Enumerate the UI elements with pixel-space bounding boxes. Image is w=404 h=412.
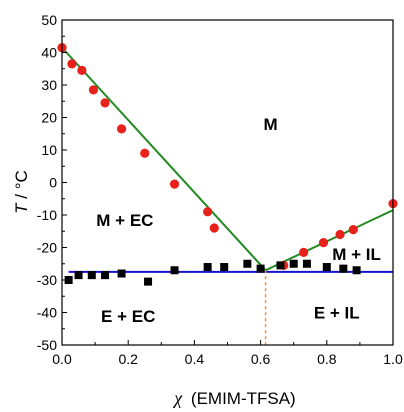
data-point-circle <box>318 238 329 248</box>
data-point-square <box>101 271 110 280</box>
data-point-circle <box>299 247 309 257</box>
x-axis-title: χ (EMIM-TFSA) <box>172 388 295 408</box>
data-point-square <box>170 266 179 275</box>
y-axis-symbol: T <box>12 202 31 214</box>
region-label: M + EC <box>96 211 153 230</box>
y-tick-label: 50 <box>41 12 57 28</box>
y-tick-label: -10 <box>37 207 57 223</box>
region-label: M + IL <box>332 245 381 264</box>
data-point-circle <box>348 225 358 235</box>
x-axis-symbol: χ <box>172 388 183 408</box>
data-point-circle <box>77 65 87 75</box>
data-points <box>57 43 398 286</box>
x-axis-ticks: 0.0 0.2 0.4 0.6 0.8 1.0 <box>52 340 403 367</box>
data-point-circle <box>116 124 127 134</box>
boundary-line-2 <box>265 209 394 272</box>
y-axis-title: T / °C <box>12 170 31 214</box>
phase-boundary-lines <box>61 46 394 345</box>
data-point-square <box>339 264 348 273</box>
x-tick-label: 0.6 <box>251 351 271 367</box>
data-point-square <box>64 276 73 284</box>
x-tick-label: 0.0 <box>52 351 72 367</box>
y-tick-label: -50 <box>37 337 57 353</box>
data-point-square <box>243 259 252 268</box>
data-point-square <box>289 259 298 268</box>
data-point-square <box>74 271 83 280</box>
y-tick-label: -20 <box>37 240 57 256</box>
plot-border <box>61 19 394 346</box>
x-tick-label: 0.8 <box>317 351 337 367</box>
x-tick-label: 0.2 <box>118 351 138 367</box>
data-point-square <box>352 266 361 275</box>
region-labels: M M + EC M + IL E + EC E + IL <box>96 115 381 326</box>
data-point-circle <box>335 229 345 240</box>
data-point-square <box>203 263 212 271</box>
data-point-circle <box>100 98 110 108</box>
y-tick-label: 0 <box>49 175 57 191</box>
y-tick-label: -40 <box>37 305 57 321</box>
data-point-square <box>302 259 311 268</box>
y-tick-label: -30 <box>37 272 57 288</box>
x-axis-text: (EMIM-TFSA) <box>191 389 296 408</box>
data-point-circle <box>140 148 150 158</box>
data-point-circle <box>169 179 180 189</box>
data-point-circle <box>67 59 77 69</box>
data-point-square <box>87 271 96 280</box>
x-tick-label: 1.0 <box>383 351 403 367</box>
region-label: M <box>263 115 277 134</box>
region-label: E + IL <box>314 304 360 323</box>
data-point-circle <box>88 85 99 95</box>
data-point-square <box>220 263 229 271</box>
plot-frame <box>61 19 394 346</box>
y-axis-ticks: -50 -40 -30 -20 -10 0 10 20 30 40 50 <box>37 12 67 353</box>
y-axis-separator: / <box>12 189 31 198</box>
data-point-square <box>256 264 265 273</box>
data-point-square <box>322 263 331 271</box>
y-tick-label: 20 <box>41 110 57 126</box>
y-tick-label: 10 <box>41 142 57 158</box>
data-point-square <box>276 261 285 270</box>
boundary-line-1 <box>61 46 267 271</box>
data-point-circle <box>209 223 219 233</box>
data-point-square <box>117 269 126 278</box>
data-point-square <box>144 277 153 286</box>
y-tick-label: 30 <box>41 77 57 93</box>
y-axis-unit: °C <box>12 170 31 189</box>
region-label: E + EC <box>101 307 155 326</box>
data-point-circle <box>203 207 213 217</box>
y-tick-label: 40 <box>41 45 57 61</box>
x-tick-label: 0.4 <box>185 351 205 367</box>
